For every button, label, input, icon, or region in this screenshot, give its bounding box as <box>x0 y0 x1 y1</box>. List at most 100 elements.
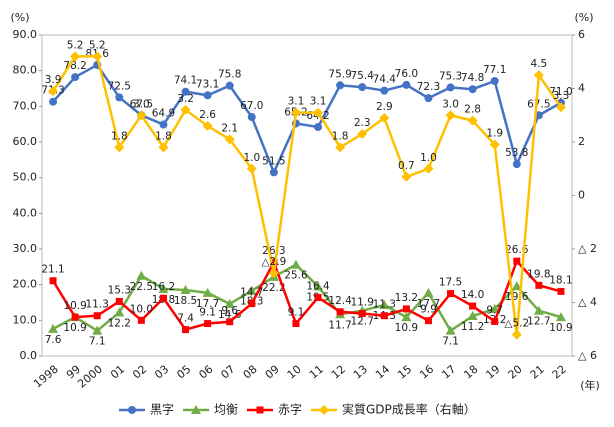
x-tick-label: 2000 <box>75 363 105 391</box>
value-label: 10.9 <box>395 322 418 334</box>
point <box>292 320 300 328</box>
value-label: 73.1 <box>196 78 219 90</box>
point <box>202 120 213 131</box>
series-line <box>51 258 562 332</box>
value-label: 10.9 <box>63 322 86 334</box>
point <box>180 285 191 295</box>
value-label: 16.4 <box>306 281 330 293</box>
point <box>48 323 59 333</box>
x-tick-label: 1998 <box>31 363 61 391</box>
point <box>491 317 499 325</box>
value-label: 19.6 <box>505 291 529 303</box>
value-label: 2.3 <box>354 117 371 129</box>
value-label: 15.3 <box>108 284 131 296</box>
legend-label: 実質GDP成長率（右軸） <box>342 402 476 417</box>
value-label: 1.8 <box>332 130 349 142</box>
value-label: 22.2 <box>262 282 285 294</box>
point <box>401 312 412 322</box>
y-tick-label: 90.0 <box>13 28 38 41</box>
value-label: 53.8 <box>505 147 528 159</box>
point <box>246 285 257 295</box>
point <box>204 320 212 328</box>
value-label: △5.2 <box>504 318 529 330</box>
x-tick-label: 06 <box>196 363 215 382</box>
point <box>379 299 390 309</box>
x-unit: (年) <box>580 378 600 392</box>
legend-item: 黒字 <box>119 402 174 417</box>
value-label: 11.3 <box>373 299 396 311</box>
value-label: 67.5 <box>130 98 153 110</box>
value-label: 25.6 <box>284 270 308 282</box>
value-label: 64.9 <box>152 108 175 120</box>
y-tick-label: 40.0 <box>13 206 38 219</box>
point <box>203 91 212 100</box>
point <box>248 300 256 308</box>
value-label: 2.6 <box>199 109 216 121</box>
point <box>314 123 323 132</box>
y-tick-label: 70.0 <box>13 99 38 112</box>
point <box>467 311 478 321</box>
value-label: 11.9 <box>351 297 374 309</box>
value-label: 1.9 <box>486 128 503 140</box>
point <box>402 80 411 89</box>
point <box>269 168 278 177</box>
point <box>270 258 278 266</box>
point <box>226 318 234 326</box>
point <box>268 268 279 279</box>
value-label: 75.3 <box>439 70 462 82</box>
value-label: 9.6 <box>221 305 238 317</box>
point <box>445 325 456 335</box>
x-tick-label: 21 <box>528 363 547 382</box>
point <box>490 77 499 86</box>
x-tick-label: 01 <box>108 363 127 382</box>
point <box>92 51 103 62</box>
value-label: 5.2 <box>89 39 106 51</box>
value-label: 1.8 <box>111 130 128 142</box>
point <box>114 142 125 153</box>
x-tick-label: 11 <box>307 363 326 382</box>
point <box>159 120 168 129</box>
x-tick-label: 05 <box>174 363 193 382</box>
point <box>48 86 59 97</box>
value-label: 2.8 <box>464 104 481 116</box>
legend-marker <box>319 405 329 415</box>
value-label: 12.7 <box>527 316 550 328</box>
value-label: 67.5 <box>527 98 550 110</box>
series-line <box>52 263 562 333</box>
value-label: 67.0 <box>240 100 263 112</box>
value-label: 3.2 <box>177 93 194 105</box>
value-label: 1.0 <box>243 152 260 164</box>
point <box>512 160 521 169</box>
value-label: 3.1 <box>310 96 327 108</box>
value-label: 17.7 <box>417 298 440 310</box>
value-label: 7.1 <box>89 336 106 348</box>
point <box>402 305 410 313</box>
point <box>535 281 543 289</box>
value-label: 3.1 <box>288 96 305 108</box>
point <box>290 107 301 118</box>
value-label: 12.7 <box>351 316 374 328</box>
x-tick-label: 13 <box>351 363 370 382</box>
value-label: 14.7 <box>240 287 263 299</box>
y2-tick-label: 2 <box>578 135 585 148</box>
x-tick-label: 07 <box>218 363 237 382</box>
value-label: 12.2 <box>108 317 131 329</box>
point <box>380 312 388 320</box>
point <box>115 93 124 102</box>
point <box>70 51 81 62</box>
value-label: 11.2 <box>461 321 484 333</box>
x-tick-label: 09 <box>263 363 282 382</box>
value-label: 3.0 <box>133 98 150 110</box>
point <box>93 312 101 320</box>
point <box>423 163 434 174</box>
point <box>358 310 366 318</box>
value-label: 78.2 <box>63 60 86 72</box>
x-tick-label: 08 <box>241 363 260 382</box>
point <box>489 139 500 150</box>
value-label: 17.5 <box>439 277 462 289</box>
value-label: 21.1 <box>41 264 64 276</box>
value-label: 77.1 <box>483 64 506 76</box>
value-label: 9.1 <box>199 307 216 319</box>
point <box>379 112 390 123</box>
